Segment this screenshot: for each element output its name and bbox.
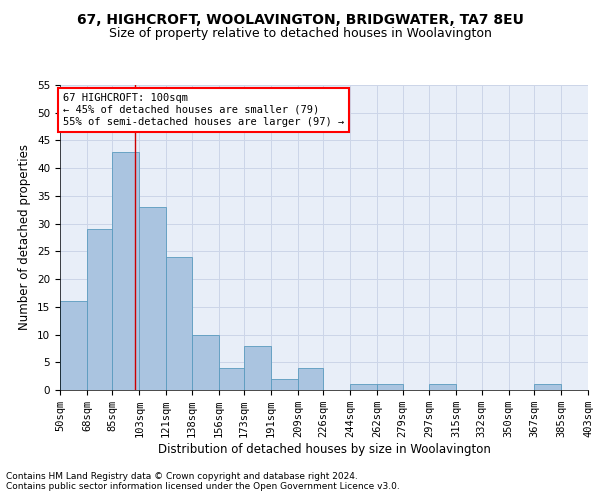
Bar (139, 207, 166, 390)
Bar (87, 229, 112, 390)
Bar (430, 384, 457, 390)
Bar (350, 384, 377, 390)
Bar (271, 379, 298, 390)
X-axis label: Distribution of detached houses by size in Woolavington: Distribution of detached houses by size … (158, 443, 490, 456)
Text: Contains HM Land Registry data © Crown copyright and database right 2024.: Contains HM Land Registry data © Crown c… (6, 472, 358, 481)
Bar (112, 152, 139, 390)
Bar (298, 368, 323, 390)
Text: 67, HIGHCROFT, WOOLAVINGTON, BRIDGWATER, TA7 8EU: 67, HIGHCROFT, WOOLAVINGTON, BRIDGWATER,… (77, 12, 523, 26)
Bar (244, 346, 271, 390)
Bar (534, 384, 561, 390)
Bar (191, 334, 218, 390)
Bar (60, 302, 87, 390)
Bar (166, 257, 191, 390)
Text: Contains public sector information licensed under the Open Government Licence v3: Contains public sector information licen… (6, 482, 400, 491)
Y-axis label: Number of detached properties: Number of detached properties (19, 144, 31, 330)
Text: 67 HIGHCROFT: 100sqm
← 45% of detached houses are smaller (79)
55% of semi-detac: 67 HIGHCROFT: 100sqm ← 45% of detached h… (63, 94, 344, 126)
Text: Size of property relative to detached houses in Woolavington: Size of property relative to detached ho… (109, 28, 491, 40)
Bar (377, 384, 403, 390)
Bar (218, 368, 244, 390)
